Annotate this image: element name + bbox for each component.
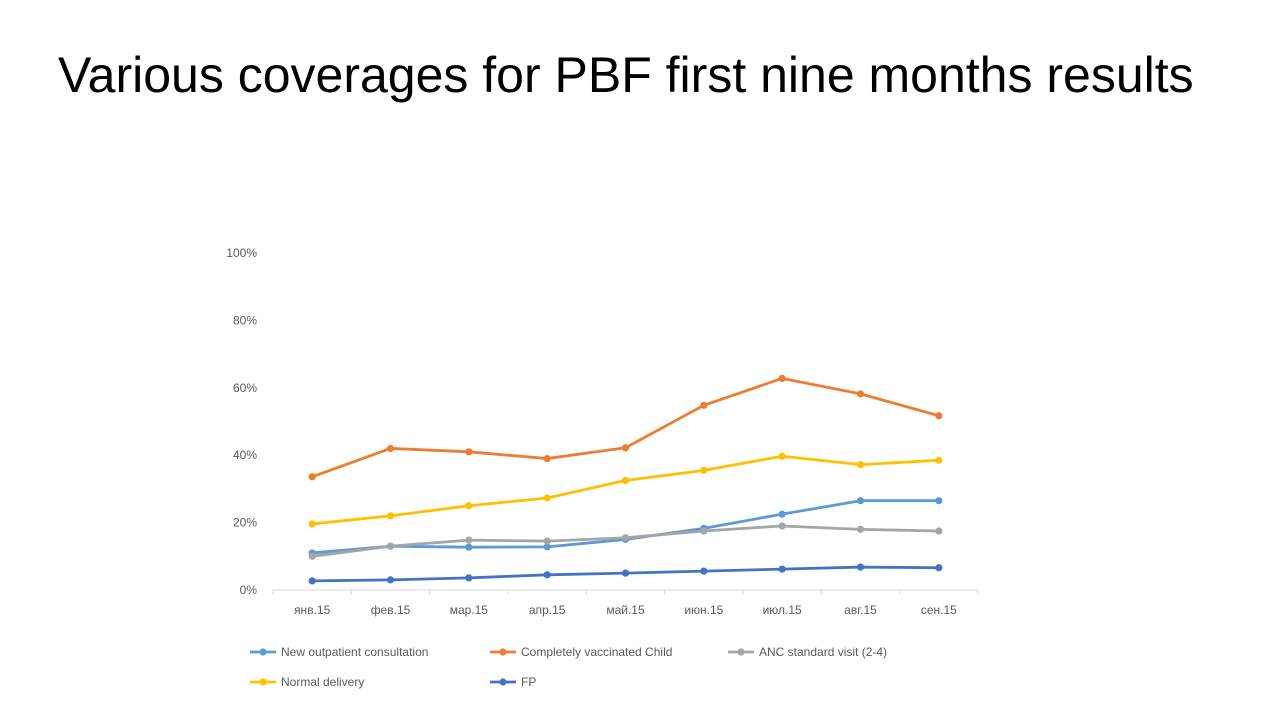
data-point — [935, 412, 943, 420]
legend-label: FP — [521, 675, 536, 689]
data-point — [856, 525, 865, 533]
slide-title: Various coverages for PBF first nine mon… — [58, 47, 1194, 103]
data-point — [856, 563, 865, 571]
legend-item: FP — [490, 675, 536, 689]
y-tick-label: 0% — [240, 583, 258, 597]
data-point — [935, 456, 943, 464]
data-point — [935, 527, 943, 535]
legend-label: New outpatient consultation — [281, 645, 428, 659]
data-point — [935, 564, 943, 572]
legend-item: Normal delivery — [250, 675, 364, 689]
data-point — [778, 452, 786, 460]
legend-swatch-marker — [259, 648, 267, 656]
x-tick-label: июл.15 — [763, 603, 802, 617]
x-tick-label: апр.15 — [529, 603, 566, 617]
series-2 — [308, 522, 943, 560]
data-point — [465, 502, 473, 510]
data-point — [778, 565, 786, 573]
data-point — [308, 520, 316, 528]
series-3 — [308, 452, 943, 528]
data-point — [543, 537, 551, 545]
x-tick-label: мар.15 — [450, 603, 489, 617]
data-point — [543, 571, 551, 579]
legend-item: ANC standard visit (2-4) — [728, 645, 887, 659]
data-point — [856, 497, 865, 505]
x-tick-label: июн.15 — [684, 603, 723, 617]
data-point — [543, 454, 551, 463]
x-tick-label: янв.15 — [294, 603, 331, 617]
data-point — [621, 569, 630, 577]
data-point — [856, 390, 865, 398]
data-point — [543, 543, 551, 551]
data-point — [778, 522, 786, 530]
data-point — [465, 536, 473, 544]
legend-item: Completely vaccinated Child — [490, 645, 672, 659]
data-point — [308, 577, 316, 585]
series-line — [310, 454, 941, 526]
data-point — [465, 543, 473, 551]
data-point — [465, 448, 473, 456]
series-0 — [308, 497, 943, 557]
x-tick-label: фев.15 — [371, 603, 411, 617]
data-point — [621, 476, 630, 485]
legend-item: New outpatient consultation — [250, 645, 428, 659]
data-point — [700, 401, 708, 409]
data-point — [700, 567, 708, 575]
y-tick-label: 20% — [233, 516, 257, 530]
data-point — [465, 574, 473, 582]
legend-label: Completely vaccinated Child — [521, 645, 672, 659]
series-4 — [308, 563, 943, 585]
legend-swatch-marker — [499, 648, 507, 656]
data-point — [700, 527, 708, 535]
data-point — [778, 374, 786, 382]
y-tick-label: 100% — [226, 246, 257, 260]
data-point — [856, 461, 865, 469]
data-point — [621, 534, 630, 542]
y-tick-label: 80% — [233, 313, 257, 327]
data-point — [700, 466, 708, 474]
data-point — [386, 512, 395, 520]
data-point — [621, 444, 630, 452]
series-1 — [308, 374, 943, 481]
data-point — [308, 552, 316, 560]
data-point — [386, 542, 395, 550]
y-tick-label: 40% — [233, 448, 257, 462]
data-point — [778, 510, 786, 518]
x-tick-label: сен.15 — [921, 603, 957, 617]
legend-swatch-marker — [737, 648, 745, 656]
data-point — [543, 494, 551, 502]
data-point — [386, 444, 395, 453]
x-tick-label: май.15 — [606, 603, 645, 617]
y-tick-label: 60% — [233, 381, 257, 395]
data-point — [308, 473, 316, 481]
x-tick-label: авг.15 — [844, 603, 877, 617]
legend-swatch-marker — [259, 678, 267, 686]
legend-swatch-marker — [499, 678, 507, 686]
legend-label: Normal delivery — [281, 675, 364, 689]
legend-label: ANC standard visit (2-4) — [759, 645, 887, 659]
data-point — [935, 497, 943, 505]
data-point — [386, 576, 395, 584]
